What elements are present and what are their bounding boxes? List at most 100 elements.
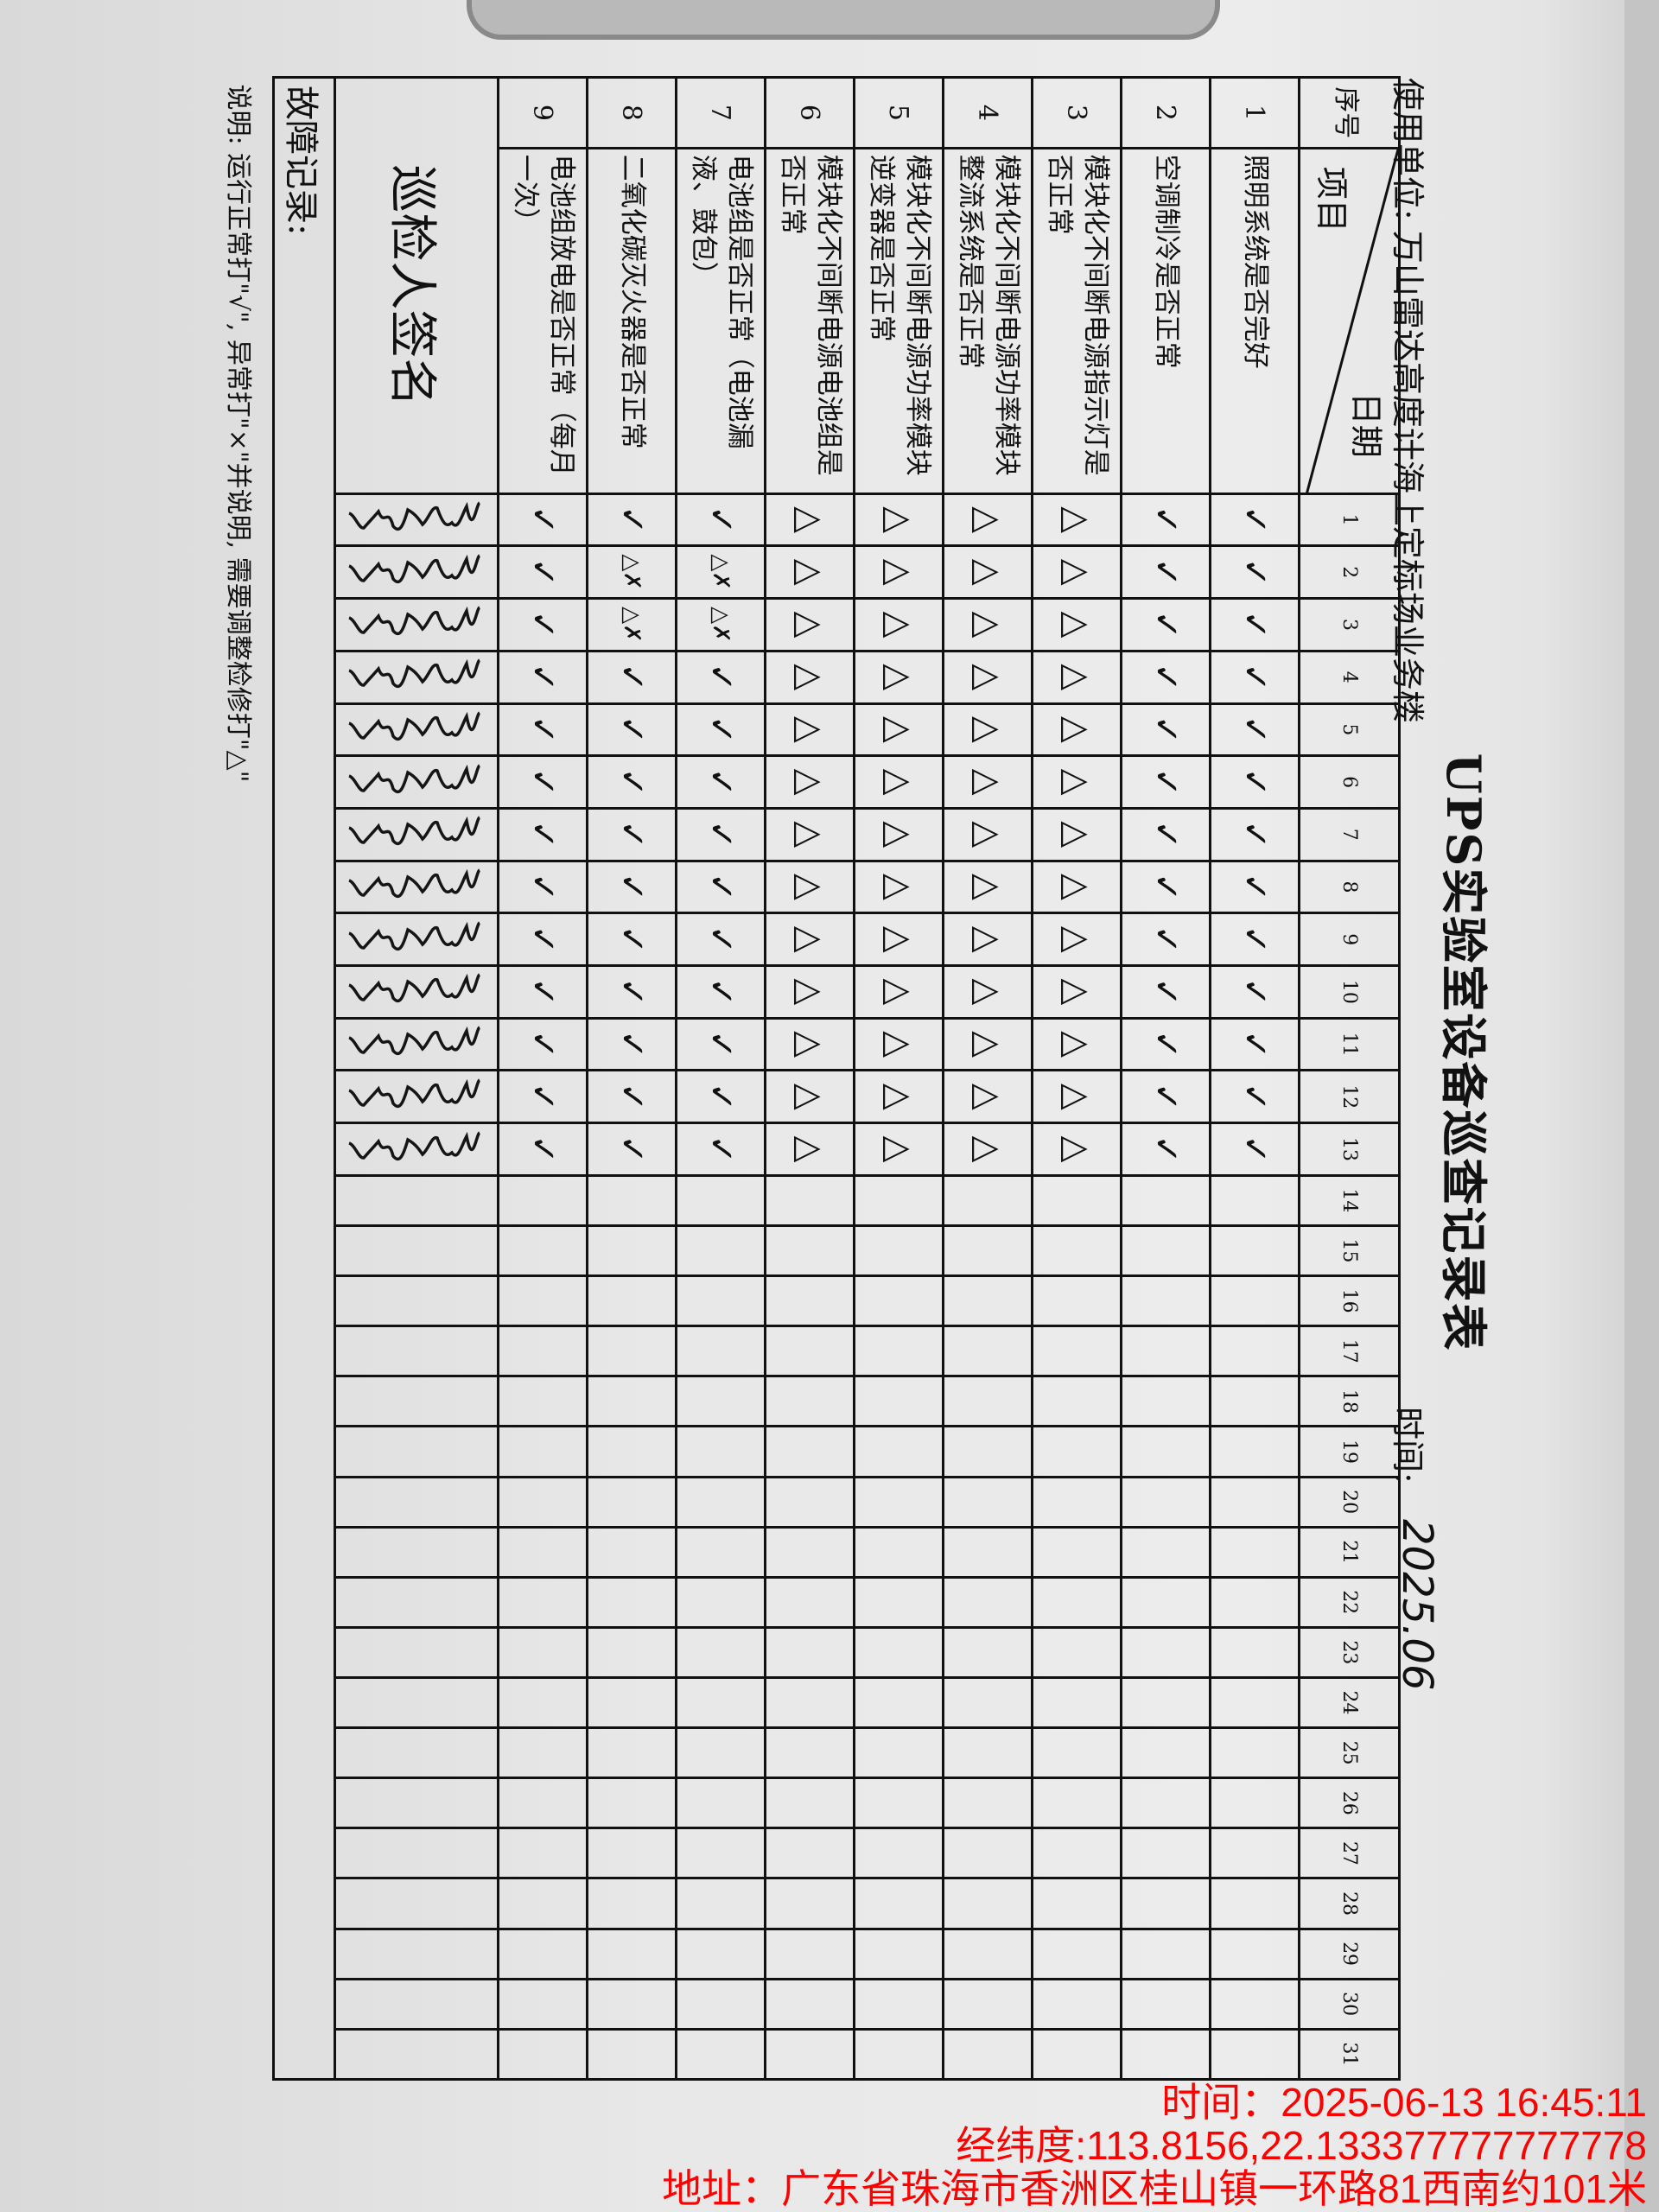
check-cell[interactable]	[1032, 1175, 1122, 1226]
check-cell[interactable]: ✓	[1210, 703, 1300, 756]
check-cell[interactable]	[1210, 1827, 1300, 1878]
check-cell[interactable]: ✓	[498, 545, 588, 599]
signature-cell[interactable]	[334, 1275, 499, 1326]
check-cell[interactable]	[1032, 1827, 1122, 1878]
check-cell[interactable]: ✓	[1210, 493, 1300, 546]
signature-cell[interactable]	[334, 1979, 499, 2030]
check-cell[interactable]	[498, 1175, 588, 1226]
check-cell[interactable]	[1121, 1477, 1211, 1528]
check-cell[interactable]: △	[765, 703, 855, 756]
check-cell[interactable]	[1121, 1827, 1211, 1878]
check-cell[interactable]	[676, 1577, 766, 1628]
check-cell[interactable]	[498, 1325, 588, 1376]
check-cell[interactable]: ✓	[498, 861, 588, 913]
check-cell[interactable]: ✓	[676, 1018, 766, 1071]
check-cell[interactable]	[1210, 1426, 1300, 1478]
signature-cell[interactable]	[334, 1627, 499, 1678]
check-cell[interactable]: ✓	[676, 1070, 766, 1123]
check-cell[interactable]	[765, 1325, 855, 1376]
check-cell[interactable]	[854, 1979, 944, 2030]
check-cell[interactable]	[1210, 1929, 1300, 1980]
check-cell[interactable]	[587, 1929, 677, 1980]
check-cell[interactable]	[676, 1878, 766, 1929]
signature-cell[interactable]	[334, 1175, 499, 1226]
check-cell[interactable]: △✗	[676, 598, 766, 652]
check-cell[interactable]: △	[765, 651, 855, 704]
check-cell[interactable]: ✓	[587, 965, 677, 1019]
check-cell[interactable]	[943, 1827, 1033, 1878]
check-cell[interactable]	[854, 1727, 944, 1778]
check-cell[interactable]	[587, 1426, 677, 1478]
check-cell[interactable]: ✓	[676, 965, 766, 1019]
check-cell[interactable]: △	[765, 1070, 855, 1123]
check-cell[interactable]: △	[854, 1070, 944, 1123]
check-cell[interactable]	[1210, 1878, 1300, 1929]
check-cell[interactable]: △	[1032, 965, 1122, 1019]
signature-cell[interactable]	[334, 651, 499, 704]
check-cell[interactable]	[854, 1627, 944, 1678]
check-cell[interactable]: ✓	[676, 808, 766, 861]
check-cell[interactable]	[1210, 1979, 1300, 2030]
check-cell[interactable]	[854, 1777, 944, 1828]
check-cell[interactable]: ✓	[587, 912, 677, 966]
check-cell[interactable]	[1032, 1677, 1122, 1728]
check-cell[interactable]	[587, 1225, 677, 1276]
check-cell[interactable]	[676, 1325, 766, 1376]
check-cell[interactable]	[765, 1827, 855, 1878]
check-cell[interactable]	[1032, 2029, 1122, 2080]
check-cell[interactable]	[587, 1827, 677, 1878]
check-cell[interactable]: △	[1032, 912, 1122, 966]
check-cell[interactable]: △	[854, 965, 944, 1019]
check-cell[interactable]	[765, 1727, 855, 1778]
check-cell[interactable]: ✓	[587, 1070, 677, 1123]
check-cell[interactable]	[1121, 1175, 1211, 1226]
check-cell[interactable]	[587, 1477, 677, 1528]
check-cell[interactable]	[587, 1727, 677, 1778]
check-cell[interactable]	[765, 1225, 855, 1276]
check-cell[interactable]	[1032, 1878, 1122, 1929]
check-cell[interactable]	[943, 2029, 1033, 2080]
check-cell[interactable]: △	[854, 755, 944, 809]
check-cell[interactable]	[498, 1426, 588, 1478]
check-cell[interactable]: ✓	[676, 703, 766, 756]
signature-cell[interactable]	[334, 808, 499, 861]
check-cell[interactable]: △	[765, 598, 855, 652]
check-cell[interactable]	[1121, 1777, 1211, 1828]
check-cell[interactable]	[765, 1275, 855, 1326]
check-cell[interactable]	[1210, 1527, 1300, 1578]
check-cell[interactable]: △	[765, 755, 855, 809]
check-cell[interactable]	[943, 1878, 1033, 1929]
check-cell[interactable]	[676, 1627, 766, 1678]
signature-cell[interactable]	[334, 1929, 499, 1980]
check-cell[interactable]: ✓	[1121, 912, 1211, 966]
check-cell[interactable]: ✓	[1121, 598, 1211, 652]
check-cell[interactable]	[676, 1275, 766, 1326]
signature-cell[interactable]	[334, 861, 499, 913]
signature-cell[interactable]	[334, 1677, 499, 1728]
check-cell[interactable]	[943, 1929, 1033, 1980]
check-cell[interactable]: △	[765, 861, 855, 913]
check-cell[interactable]: ✓	[1121, 861, 1211, 913]
check-cell[interactable]	[676, 1376, 766, 1427]
check-cell[interactable]	[943, 1426, 1033, 1478]
check-cell[interactable]: △	[943, 545, 1033, 599]
check-cell[interactable]	[498, 1477, 588, 1528]
check-cell[interactable]	[854, 1275, 944, 1326]
check-cell[interactable]: ✓	[1121, 703, 1211, 756]
check-cell[interactable]: ✓	[1121, 545, 1211, 599]
check-cell[interactable]	[676, 1827, 766, 1878]
signature-cell[interactable]	[334, 755, 499, 809]
signature-cell[interactable]	[334, 2029, 499, 2080]
check-cell[interactable]	[854, 1677, 944, 1728]
check-cell[interactable]	[943, 1527, 1033, 1578]
check-cell[interactable]	[1210, 2029, 1300, 2080]
check-cell[interactable]	[498, 1577, 588, 1628]
check-cell[interactable]: △	[943, 965, 1033, 1019]
check-cell[interactable]: ✓	[498, 1018, 588, 1071]
check-cell[interactable]	[1210, 1325, 1300, 1376]
check-cell[interactable]	[498, 1979, 588, 2030]
check-cell[interactable]	[765, 1527, 855, 1578]
check-cell[interactable]	[854, 1577, 944, 1628]
check-cell[interactable]	[765, 1577, 855, 1628]
check-cell[interactable]	[1210, 1727, 1300, 1778]
